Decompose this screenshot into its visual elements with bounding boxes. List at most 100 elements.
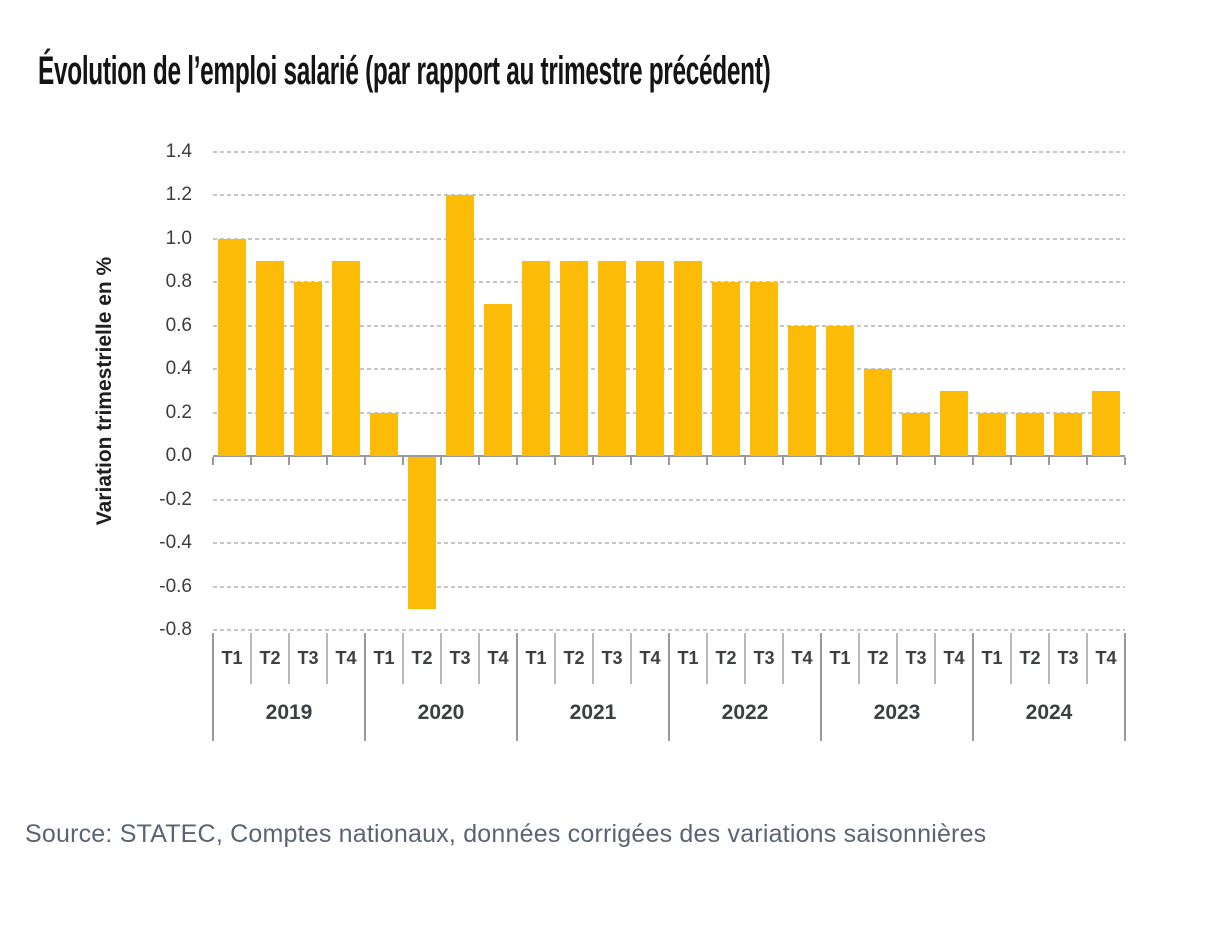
year-label-2023: 2023 (873, 701, 921, 724)
quarter-separator (782, 633, 784, 684)
gridline-1.4 (213, 151, 1125, 153)
baseline-tick (1048, 457, 1050, 466)
bar-2020-T4 (484, 304, 512, 457)
gridline-0.4 (213, 368, 1125, 371)
plot-area (213, 151, 1125, 631)
baseline-tick (934, 457, 936, 466)
bar-2019-T1 (218, 238, 246, 457)
quarter-separator (250, 633, 252, 684)
bar-2021-T1 (522, 260, 550, 457)
quarter-separator (858, 633, 860, 684)
bar-2023-T1 (826, 325, 854, 457)
gridline-1.0 (213, 237, 1125, 240)
gridline--0.8 (213, 629, 1125, 631)
baseline-tick (782, 457, 784, 466)
bar-2019-T2 (256, 260, 284, 457)
year-separator (972, 633, 974, 741)
gridline-0.6 (213, 324, 1125, 327)
y-tick-label--0.6: -0.6 (159, 575, 192, 597)
baseline-tick (896, 457, 898, 466)
bar-2022-T4 (788, 325, 816, 457)
bar-2024-T2 (1016, 412, 1044, 457)
year-separator (668, 633, 670, 741)
quarter-separator (744, 633, 746, 684)
y-tick-label-0.2: 0.2 (165, 401, 192, 423)
baseline-tick (212, 457, 214, 466)
quarter-separator (478, 633, 480, 684)
baseline-tick (554, 457, 556, 466)
baseline-tick (1086, 457, 1088, 466)
x-label-2023-T4: T4 (943, 648, 965, 668)
baseline-tick (706, 457, 708, 466)
gridline--0.2 (213, 498, 1125, 501)
year-label-2021: 2021 (569, 701, 617, 724)
quarter-separator (896, 633, 898, 684)
baseline-tick (326, 457, 328, 466)
quarter-separator (1048, 633, 1050, 684)
x-label-2020-T2: T2 (411, 648, 433, 668)
y-tick-label-1.2: 1.2 (165, 184, 192, 206)
x-label-2023-T2: T2 (867, 648, 889, 668)
baseline-tick (250, 457, 252, 466)
quarter-separator (1010, 633, 1012, 684)
year-separator (364, 633, 366, 741)
x-label-2020-T4: T4 (487, 648, 509, 668)
baseline-tick (668, 457, 670, 466)
y-tick-label--0.2: -0.2 (159, 488, 192, 510)
baseline-tick (820, 457, 822, 466)
baseline-tick (478, 457, 480, 466)
x-label-2021-T4: T4 (639, 648, 661, 668)
x-label-2022-T4: T4 (791, 648, 813, 668)
baseline-tick (972, 457, 974, 466)
gridline-0.8 (213, 281, 1125, 284)
y-axis-title: Variation trimestrielle en % (93, 256, 116, 526)
baseline-tick (402, 457, 404, 466)
year-label-2024: 2024 (1025, 701, 1073, 724)
baseline-tick (364, 457, 366, 466)
gridline-0.2 (213, 411, 1125, 414)
year-label-2019: 2019 (265, 701, 313, 724)
y-tick-label-0.8: 0.8 (165, 271, 192, 293)
y-tick-label-0.0: 0.0 (165, 445, 192, 467)
quarter-separator (554, 633, 556, 684)
y-tick-label-1.4: 1.4 (165, 141, 192, 162)
bar-2019-T3 (294, 282, 322, 457)
y-tick-label-1.0: 1.0 (165, 227, 192, 249)
bar-2024-T1 (978, 412, 1006, 457)
x-axis-baseline (213, 455, 1125, 458)
baseline-tick (1124, 457, 1126, 466)
baseline-tick (516, 457, 518, 466)
x-label-2021-T1: T1 (525, 648, 547, 668)
quarter-separator (326, 633, 328, 684)
x-label-2024-T1: T1 (981, 648, 1003, 668)
y-tick-label-0.4: 0.4 (165, 358, 192, 380)
x-label-2019-T3: T3 (297, 648, 319, 668)
x-label-2024-T2: T2 (1019, 648, 1041, 668)
bar-2022-T3 (750, 282, 778, 457)
bar-2023-T4 (940, 391, 968, 457)
year-label-2022: 2022 (721, 701, 769, 724)
x-label-2022-T1: T1 (677, 648, 699, 668)
x-label-2023-T3: T3 (905, 648, 927, 668)
quarter-separator (630, 633, 632, 684)
x-label-2019-T4: T4 (335, 648, 357, 668)
quarter-separator (934, 633, 936, 684)
baseline-tick (858, 457, 860, 466)
bar-2022-T2 (712, 282, 740, 457)
baseline-tick (288, 457, 290, 466)
x-label-2020-T3: T3 (449, 648, 471, 668)
y-tick-label-0.6: 0.6 (165, 314, 192, 336)
quarter-separator (592, 633, 594, 684)
year-separator (516, 633, 518, 741)
chart-title: Évolution de l’emploi salarié (par rappo… (38, 49, 771, 93)
year-separator (212, 633, 214, 741)
x-label-2020-T1: T1 (373, 648, 395, 668)
x-label-2024-T3: T3 (1057, 648, 1079, 668)
bar-2023-T2 (864, 369, 892, 457)
bar-2022-T1 (674, 260, 702, 457)
x-label-2022-T3: T3 (753, 648, 775, 668)
quarter-separator (440, 633, 442, 684)
quarter-separator (1086, 633, 1088, 684)
x-label-2021-T3: T3 (601, 648, 623, 668)
